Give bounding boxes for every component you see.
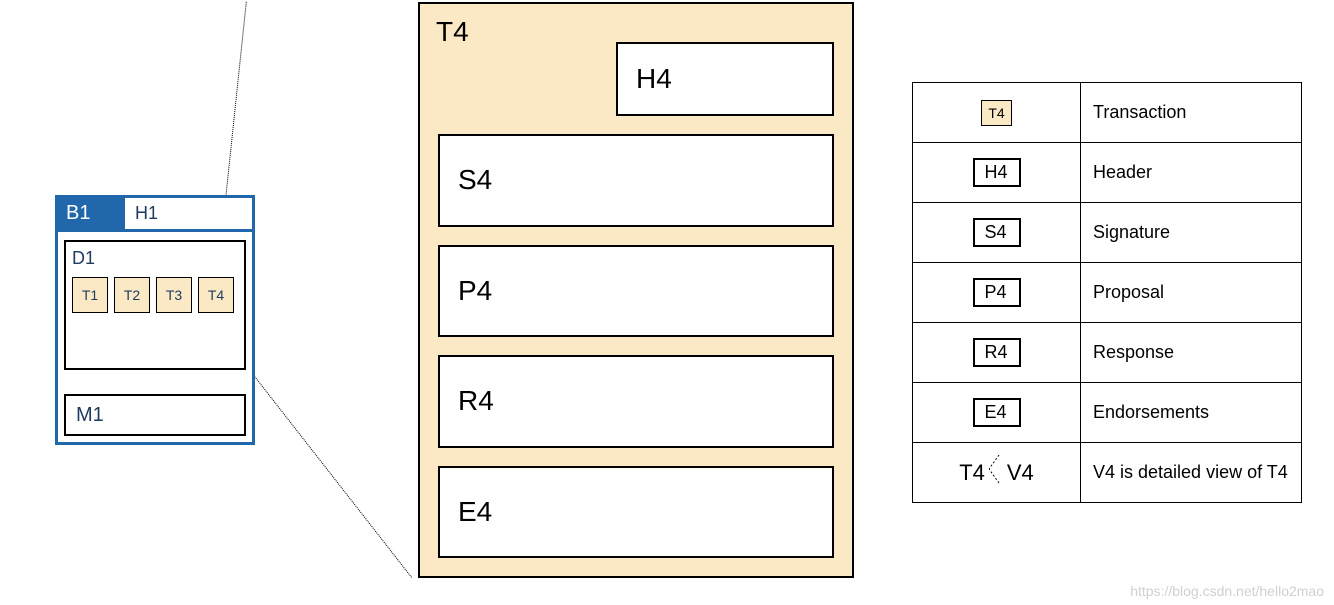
legend-row-view: T4 V4 V4 is detailed view of T4 [913, 443, 1302, 503]
legend-symbol-cell: P4 [913, 263, 1081, 323]
t4-row-s4: S4 [438, 134, 834, 227]
legend-symbol-cell: T4 [913, 83, 1081, 143]
legend-desc: V4 is detailed view of T4 [1081, 443, 1302, 503]
legend-desc: Proposal [1081, 263, 1302, 323]
legend-desc: Header [1081, 143, 1302, 203]
legend-table: T4 Transaction H4 Header S4 Signature P4 Propos… [912, 82, 1302, 503]
legend-symbol-e4: E4 [973, 398, 1021, 427]
view-left-label: T4 [959, 460, 985, 486]
block-header-h1: H1 [122, 198, 252, 232]
legend-row-r4: R4 Response [913, 323, 1302, 383]
legend-desc: Signature [1081, 203, 1302, 263]
diagram-canvas: B1 H1 D1 T1T2T3T4 M1 T4 H4 S4P4R4E4 T4Tr… [0, 0, 1334, 605]
legend-row-t4: T4 Transaction [913, 83, 1302, 143]
legend-desc: Endorsements [1081, 383, 1302, 443]
legend-row-h4: H4 Header [913, 143, 1302, 203]
m1-label: M1 [76, 404, 104, 427]
block-data-d1: D1 T1T2T3T4 [64, 240, 246, 370]
triangle-icon [989, 455, 1003, 491]
watermark: https://blog.csdn.net/hello2mao [1130, 583, 1324, 599]
transaction-t3: T3 [156, 277, 192, 313]
legend-symbol-cell: H4 [913, 143, 1081, 203]
legend-symbol-cell: E4 [913, 383, 1081, 443]
transaction-t2: T2 [114, 277, 150, 313]
legend-row-p4: P4 Proposal [913, 263, 1302, 323]
legend-row-s4: S4 Signature [913, 203, 1302, 263]
legend-symbol-cell: S4 [913, 203, 1081, 263]
block-metadata-m1: M1 [64, 394, 246, 436]
legend-symbol-h4: H4 [973, 158, 1021, 187]
t4-row-e4: E4 [438, 466, 834, 559]
legend-symbol-s4: S4 [973, 218, 1021, 247]
legend-row-e4: E4 Endorsements [913, 383, 1302, 443]
legend-symbol-p4: P4 [973, 278, 1021, 307]
legend-symbol-r4: R4 [973, 338, 1021, 367]
t4-row-r4: R4 [438, 355, 834, 448]
view-right-label: V4 [1007, 460, 1034, 486]
transaction-row: T1T2T3T4 [72, 277, 238, 313]
d1-label: D1 [72, 248, 238, 269]
block-b1: B1 H1 D1 T1T2T3T4 M1 [55, 195, 255, 445]
transaction-t4: T4 [198, 277, 234, 313]
legend-symbol-cell: T4 V4 [913, 443, 1081, 503]
h4-label: H4 [636, 63, 672, 95]
legend-desc: Transaction [1081, 83, 1302, 143]
legend-symbol-t4: T4 [981, 100, 1011, 126]
t4-header-h4: H4 [616, 42, 834, 116]
transaction-t1: T1 [72, 277, 108, 313]
legend-symbol-cell: R4 [913, 323, 1081, 383]
view-symbol: T4 V4 [959, 455, 1034, 491]
expanded-transaction-t4: T4 H4 S4P4R4E4 [418, 2, 854, 578]
block-label: B1 [66, 202, 90, 225]
h1-label: H1 [135, 203, 158, 224]
t4-body: S4 P4 R4 E4 [438, 134, 834, 558]
legend-desc: Response [1081, 323, 1302, 383]
t4-row-p4: P4 [438, 245, 834, 338]
